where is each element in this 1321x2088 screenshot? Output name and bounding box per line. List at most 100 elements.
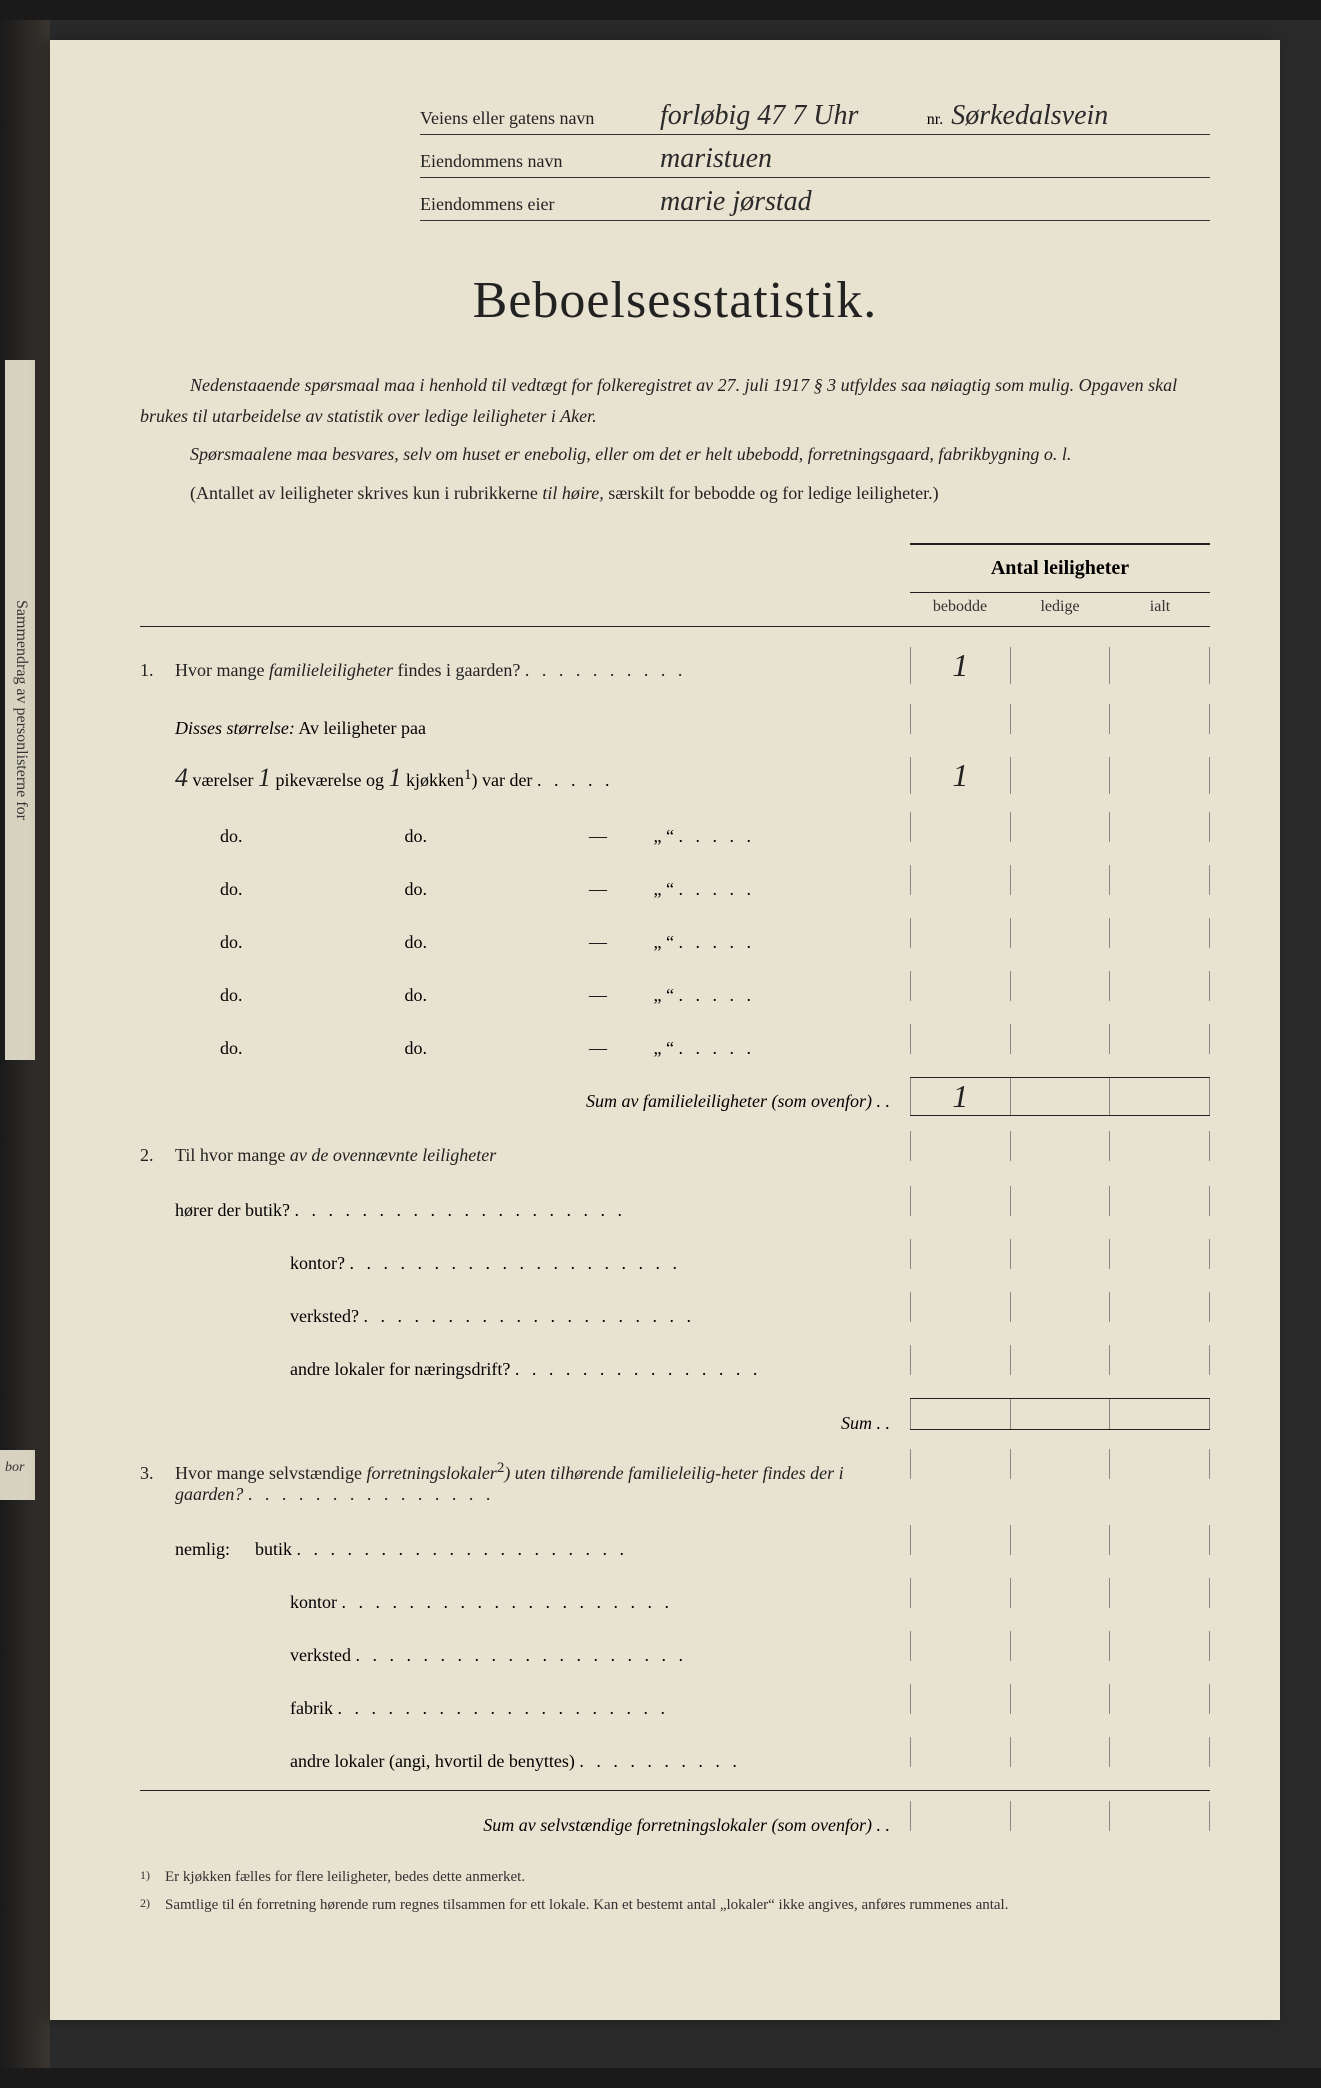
document-title: Beboelsesstatistik. — [140, 271, 1210, 330]
empty — [910, 1631, 1010, 1661]
empty — [910, 1239, 1010, 1269]
q2-sub3: verksted? . . . . . . . . . . . . . . . … — [140, 1292, 1210, 1327]
empty — [1109, 918, 1210, 948]
dots: . . . . . . . . . . . . . . . . . . . . — [355, 1645, 687, 1665]
q2-tem: av de ovennævnte leiligheter — [290, 1145, 496, 1165]
empty — [1010, 1078, 1110, 1115]
q3-sub4: fabrik . . . . . . . . . . . . . . . . .… — [140, 1684, 1210, 1719]
dots: . . . . . — [678, 985, 755, 1005]
empty — [1010, 1292, 1110, 1322]
q2-s4: andre lokaler for næringsdrift? — [290, 1359, 510, 1379]
footnote-2: 2) Samtlige til én forretning hørende ru… — [140, 1894, 1210, 1917]
q1-do-row-4: do. do. — „ “ . . . . . — [140, 971, 1210, 1006]
empty — [1010, 1239, 1110, 1269]
q1-num: 1. — [140, 660, 175, 681]
table-header: Antal leiligheter — [140, 543, 1210, 593]
dots: . . . . . — [678, 879, 755, 899]
dots: . . . . . . . . . . . . . . . . . . . . — [337, 1698, 669, 1718]
q1-rooms-val: 4 — [175, 763, 188, 792]
col-bebodde: bebodde — [910, 598, 1010, 616]
empty — [910, 1131, 1010, 1161]
q1-ta: Hvor mange — [175, 660, 269, 680]
q1-size-row-1: 4 værelser 1 pikeværelse og 1 kjøkken1) … — [140, 757, 1210, 794]
page-wrapper: Sammendrag av personlisterne for bor Vei… — [0, 20, 1321, 2068]
empty — [1010, 1525, 1110, 1555]
empty — [1010, 757, 1110, 794]
quote: „ “ — [654, 879, 674, 899]
q3-sum-row: Sum av selvstændige forretningslokaler (… — [140, 1790, 1210, 1836]
street-value-2: Sørkedalsvein — [951, 100, 1210, 132]
q3-sum-a: Sum av — [483, 1815, 540, 1835]
empty — [910, 1186, 1010, 1216]
intro-text: Nedenstaaende spørsmaal maa i henhold ti… — [140, 370, 1210, 508]
q1-maid-lbl: pikeværelse og — [275, 770, 383, 790]
q1-do-row-5: do. do. — „ “ . . . . . — [140, 1024, 1210, 1059]
do: do. — [405, 826, 585, 847]
empty — [1109, 1684, 1210, 1714]
header-row-property: Eiendommens navn maristuen — [420, 143, 1210, 178]
dots: . . . . . . . . . . — [579, 1751, 741, 1771]
empty — [910, 1399, 1010, 1429]
do: do. — [405, 879, 585, 900]
empty — [1010, 971, 1110, 1001]
q2-s1: hører der butik? — [175, 1200, 290, 1220]
empty — [1109, 1292, 1210, 1322]
dots: . . . . . . . . . . . . . . . — [515, 1359, 762, 1379]
empty — [1010, 1801, 1110, 1831]
q1-sum-a: Sum av — [586, 1091, 643, 1111]
q3-s1: butik — [255, 1539, 292, 1559]
empty — [1109, 1131, 1210, 1161]
q2-ta: Til hvor mange — [175, 1145, 290, 1165]
fn2-text: Samtlige til én forretning hørende rum r… — [165, 1894, 1008, 1917]
empty — [910, 971, 1010, 1001]
dots: . . . . . . . . . . . . . . . — [248, 1484, 495, 1504]
street-value: forløbig 47 7 Uhr — [660, 100, 919, 132]
q3-s3: verksted — [290, 1645, 351, 1665]
footnote-1: 1) Er kjøkken fælles for flere leilighet… — [140, 1866, 1210, 1889]
empty — [1010, 1631, 1110, 1661]
dots: . . . . . . . . . . . . . . . . . . . . — [363, 1306, 695, 1326]
document-paper: Veiens eller gatens navn forløbig 47 7 U… — [50, 40, 1280, 2020]
empty — [1010, 1399, 1110, 1429]
q3-s5: andre lokaler (angi, hvortil de benyttes… — [290, 1751, 575, 1771]
q3-s4: fabrik — [290, 1698, 333, 1718]
quote: „ “ — [654, 985, 674, 1005]
owner-label: Eiendommens eier — [420, 194, 660, 215]
empty — [1010, 1186, 1110, 1216]
fn1-text: Er kjøkken fælles for flere leiligheter,… — [165, 1866, 525, 1889]
q2-num: 2. — [140, 1145, 175, 1166]
q1-size-label-row: Disses størrelse: Av leiligheter paa — [140, 704, 1210, 739]
dots: . . . . . — [678, 1038, 755, 1058]
fn2-num: 2) — [140, 1894, 165, 1917]
empty — [910, 1292, 1010, 1322]
header-row-street: Veiens eller gatens navn forløbig 47 7 U… — [420, 100, 1210, 135]
empty — [1010, 704, 1110, 734]
empty — [1010, 1578, 1110, 1608]
empty — [1109, 1631, 1210, 1661]
dots: . . . . . . . . . . . . . . . . . . . . — [342, 1592, 674, 1612]
col-ledige: ledige — [1010, 598, 1110, 616]
q3-nem: nemlig: — [175, 1539, 255, 1560]
q1-kitchen-after: ) var der — [471, 770, 532, 790]
q1-sum-row: Sum av familieleiligheter (som ovenfor) … — [140, 1077, 1210, 1116]
do: do. — [405, 985, 585, 1006]
quote: „ “ — [654, 932, 674, 952]
empty — [1109, 1239, 1210, 1269]
empty — [1109, 1449, 1210, 1479]
empty — [1010, 1684, 1110, 1714]
empty — [1109, 1525, 1210, 1555]
q3-s2: kontor — [290, 1592, 337, 1612]
q1-sum-em: familieleiligheter — [643, 1091, 767, 1111]
q1-text: Hvor mange familieleiligheter findes i g… — [175, 660, 910, 681]
do: do. — [220, 826, 400, 847]
q1-do-row-1: do. do. — „ “ . . . . . — [140, 812, 1210, 847]
q3-text: Hvor mange selvstændige forretningslokal… — [175, 1460, 910, 1505]
q1-maid-val: 1 — [258, 763, 271, 792]
q2-s2: kontor? — [290, 1253, 345, 1273]
q1-size-ans1: 1 — [910, 757, 1010, 794]
empty — [1109, 1801, 1210, 1831]
empty — [1109, 1078, 1210, 1115]
empty — [1010, 865, 1110, 895]
empty — [910, 812, 1010, 842]
q1-tem: familieleiligheter — [269, 660, 393, 680]
